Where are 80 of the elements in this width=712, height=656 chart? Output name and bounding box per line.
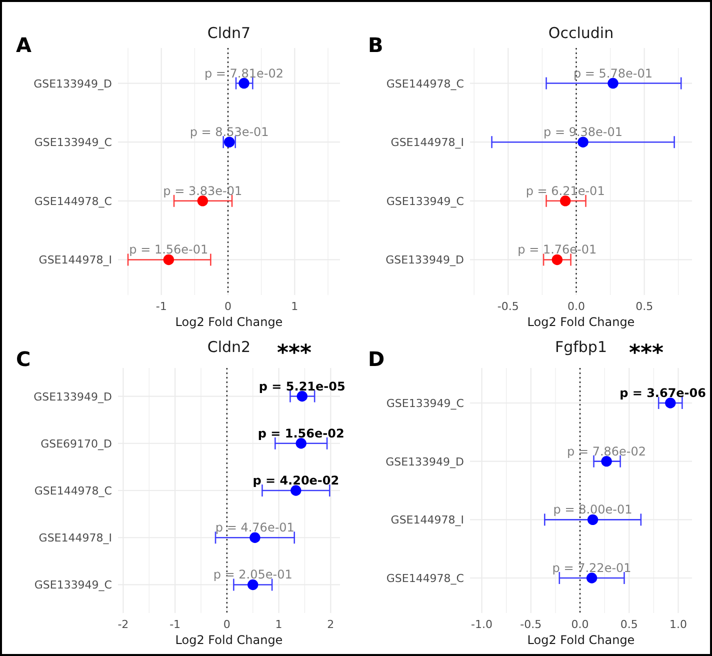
point <box>560 196 571 206</box>
chart-title: Cldn2 <box>207 338 251 356</box>
point <box>163 254 174 266</box>
chart-title: Cldn7 <box>207 24 251 42</box>
point <box>587 514 598 526</box>
point <box>601 456 612 467</box>
data-label: p = 3.83e-01 <box>163 184 242 198</box>
x-tick-label: -1.0 <box>471 618 493 631</box>
point <box>665 398 676 408</box>
text: D <box>368 347 385 371</box>
data-label: p = 8.00e-01 <box>553 502 632 517</box>
data-label: p = 5.21e-05 <box>258 379 346 394</box>
y-tick-label: GSE144978_I <box>390 514 464 527</box>
x-tick-label: 1 <box>275 618 282 631</box>
x-tick-label: 0 <box>224 300 232 313</box>
data-label: p = 5.78e-01 <box>574 66 653 80</box>
point <box>586 572 598 584</box>
point <box>238 78 250 89</box>
x-tick-label: 1 <box>291 300 298 313</box>
y-tick-label: GSE144978_I <box>38 254 112 267</box>
y-tick-label: GSE144978_C <box>386 572 464 585</box>
point <box>197 196 208 206</box>
y-tick-label: GSE133949_C <box>34 136 112 150</box>
y-tick-label: GSE133949_D <box>34 77 112 90</box>
point <box>608 78 618 89</box>
data-label: p = 2.05e-01 <box>213 568 292 582</box>
point <box>248 579 258 590</box>
chart-title: Occludin <box>548 24 614 42</box>
x-axis-title: Log2 Fold Change <box>175 633 283 647</box>
data-label: p = 7.81e-02 <box>204 66 284 80</box>
x-axis-title: Log2 Fold Change <box>175 315 283 329</box>
x-tick-label: -1 <box>156 300 167 313</box>
x-tick-label: 0 <box>223 618 230 631</box>
text: A <box>16 33 32 57</box>
data-label: p = 4.76e-01 <box>215 520 294 535</box>
point <box>296 438 306 449</box>
y-tick-label: GSE133949_D <box>386 254 464 267</box>
y-tick-label: GSE144978_C <box>34 484 112 498</box>
x-tick-label: 1.0 <box>670 618 687 631</box>
x-tick-label: 0.5 <box>636 300 654 313</box>
point <box>552 254 563 266</box>
x-axis-title: Log2 Fold Change <box>527 315 635 329</box>
x-tick-label: 0.0 <box>571 618 589 631</box>
y-tick-label: GSE144978_I <box>390 136 464 150</box>
y-tick-label: GSE144978_C <box>34 194 112 208</box>
y-tick-label: GSE133949_C <box>34 578 112 592</box>
x-tick-label: 2 <box>327 618 334 631</box>
data-label: p = 3.67e-06 <box>620 386 706 400</box>
x-tick-label: 0.5 <box>620 618 638 631</box>
x-axis-title: Log2 Fold Change <box>527 633 635 647</box>
y-tick-label: GSE133949_D <box>386 455 464 468</box>
point <box>296 390 308 402</box>
x-tick-label: -1 <box>170 618 181 631</box>
data-label: p = 1.56e-01 <box>129 242 208 257</box>
x-tick-label: -2 <box>118 618 129 631</box>
text: C <box>16 347 31 371</box>
text: B <box>368 33 384 57</box>
x-tick-label: 0.0 <box>567 300 585 313</box>
y-tick-label: GSE144978_C <box>386 77 464 90</box>
y-tick-label: GSE133949_C <box>386 397 464 410</box>
point <box>290 485 302 496</box>
data-label: p = 8.53e-01 <box>190 125 269 140</box>
point <box>578 136 588 148</box>
x-tick-label: -0.5 <box>520 618 542 631</box>
y-tick-label: GSE144978_I <box>38 532 112 545</box>
x-tick-label: -0.5 <box>497 300 519 313</box>
chart-title: Fgfbp1 <box>554 338 608 356</box>
data-label: p = 1.56e-02 <box>258 426 344 440</box>
point <box>250 532 260 543</box>
data-label: p = 7.86e-02 <box>567 444 646 458</box>
data-label: p = 1.76e-01 <box>518 242 597 257</box>
data-label: p = 7.22e-01 <box>552 561 632 575</box>
y-tick-label: GSE133949_D <box>34 390 112 404</box>
text: *** <box>629 341 664 366</box>
data-label: p = 6.21e-01 <box>526 184 605 198</box>
data-label: p = 4.20e-02 <box>252 474 340 488</box>
data-label: p = 9.38e-01 <box>544 125 623 140</box>
text: *** <box>277 341 312 366</box>
y-tick-label: GSE69170_D <box>40 437 112 450</box>
y-tick-label: GSE133949_C <box>386 194 464 208</box>
